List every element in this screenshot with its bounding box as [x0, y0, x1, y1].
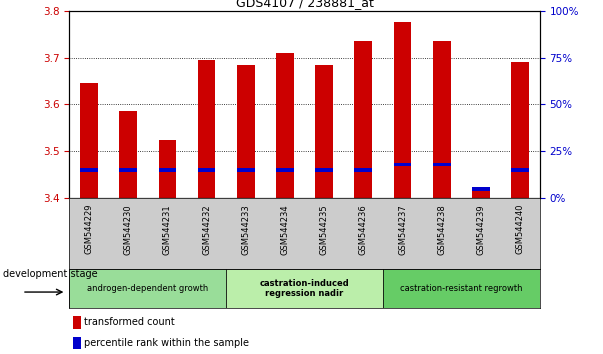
Text: percentile rank within the sample: percentile rank within the sample [84, 338, 249, 348]
Text: castration-induced
regression nadir: castration-induced regression nadir [260, 279, 349, 298]
Bar [72, 337, 81, 349]
Text: castration-resistant regrowth: castration-resistant regrowth [400, 284, 523, 293]
Bar [198, 168, 215, 172]
Text: GSM544235: GSM544235 [320, 204, 329, 255]
Text: GSM544234: GSM544234 [280, 204, 289, 255]
Bar [80, 168, 98, 172]
Text: GSM544238: GSM544238 [437, 204, 446, 255]
Text: GSM544231: GSM544231 [163, 204, 172, 255]
Text: GSM544232: GSM544232 [202, 204, 211, 255]
Bar [226, 269, 383, 308]
Bar [72, 316, 81, 329]
Bar [315, 64, 333, 198]
Text: GSM544240: GSM544240 [516, 204, 525, 255]
Text: GSM544239: GSM544239 [476, 204, 485, 255]
Text: GSM544236: GSM544236 [359, 204, 368, 255]
Bar [80, 83, 98, 198]
Bar [119, 168, 137, 172]
Bar [472, 187, 490, 191]
Bar [276, 168, 294, 172]
Bar [119, 112, 137, 198]
Text: GSM544229: GSM544229 [84, 204, 93, 255]
Bar [511, 62, 529, 198]
Bar [394, 22, 411, 198]
Bar [472, 191, 490, 198]
Bar [159, 139, 176, 198]
Text: GSM544237: GSM544237 [398, 204, 407, 255]
Bar [198, 60, 215, 198]
Bar [355, 41, 372, 198]
Bar [511, 168, 529, 172]
Bar [237, 168, 254, 172]
Bar [159, 168, 176, 172]
Bar [433, 41, 450, 198]
Title: GDS4107 / 238881_at: GDS4107 / 238881_at [236, 0, 373, 10]
Bar [69, 269, 226, 308]
Bar [276, 53, 294, 198]
Bar [383, 269, 540, 308]
Bar [315, 168, 333, 172]
Bar [433, 162, 450, 166]
Text: GSM544233: GSM544233 [241, 204, 250, 255]
Text: transformed count: transformed count [84, 317, 175, 327]
Text: development stage: development stage [3, 269, 98, 279]
Text: GSM544230: GSM544230 [124, 204, 133, 255]
Text: androgen-dependent growth: androgen-dependent growth [87, 284, 209, 293]
Bar [355, 168, 372, 172]
Bar [394, 162, 411, 166]
Bar [237, 64, 254, 198]
